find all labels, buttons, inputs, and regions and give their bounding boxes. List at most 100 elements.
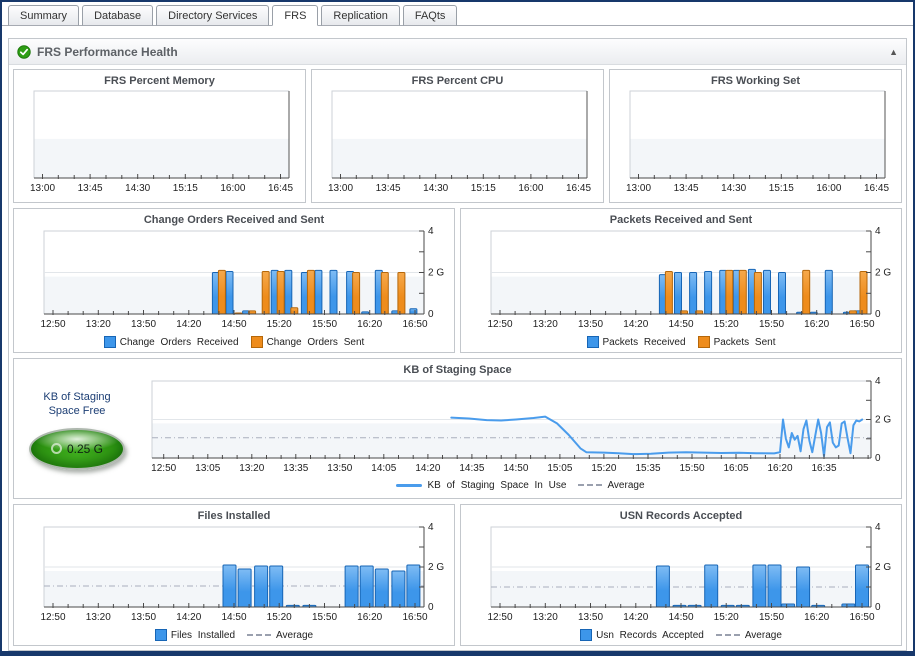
- svg-text:15:05: 15:05: [547, 463, 572, 474]
- svg-text:14:50: 14:50: [668, 612, 693, 623]
- files-installed-chart: 12:50 13:20 13:50 14:20 14:50 15:20 15:50 16:20…: [14, 522, 454, 626]
- svg-text:16:20: 16:20: [357, 319, 382, 330]
- svg-text:16:45: 16:45: [566, 183, 591, 194]
- gauge-value: 0.25 G: [66, 441, 104, 456]
- svg-text:4: 4: [875, 227, 881, 237]
- tab-bar: Summary Database Directory Services FRS …: [2, 2, 913, 26]
- svg-text:13:50: 13:50: [131, 612, 156, 623]
- legend-swatch: [580, 629, 593, 641]
- svg-text:2 G: 2 G: [428, 268, 444, 279]
- chart-legend: Files Installed Average: [14, 626, 454, 644]
- status-ok-icon: [17, 44, 31, 59]
- section-title: FRS Performance Health: [37, 44, 178, 59]
- chart-title: Change Orders Received and Sent: [143, 214, 325, 226]
- legend-swatch: [578, 484, 603, 486]
- section-header: FRS Performance Health ▲: [9, 39, 906, 65]
- gauge-indicator-dot: [50, 443, 62, 455]
- gauge-label-line2: Space Free: [48, 405, 106, 418]
- gauge-label: KB of Staging Space Free: [43, 390, 110, 419]
- svg-text:12:50: 12:50: [487, 612, 512, 623]
- kb-staging-body: KB of Staging Space Free 0.25 G 12:50 13:…: [14, 376, 901, 493]
- frs-performance-health-section: FRS Performance Health ▲ FRS Percent Mem…: [8, 38, 907, 651]
- chart-panel-frs-percent-memory: FRS Percent Memory 13:00 13:45 14:30 15:15 1…: [13, 69, 306, 203]
- staging-space-gauge: KB of Staging Space Free 0.25 G: [14, 377, 140, 493]
- svg-text:15:15: 15:15: [173, 183, 198, 194]
- tab-database[interactable]: Database: [82, 5, 154, 26]
- legend-item: Average: [715, 629, 782, 641]
- packets-chart: 12:50 13:20 13:50 14:20 14:50 15:20 15:50 16:20…: [461, 226, 901, 333]
- chart-panel-frs-working-set: FRS Working Set 13:00 13:45 14:30 15:15 16:0…: [609, 69, 902, 203]
- tab-replication[interactable]: Replication: [321, 5, 400, 26]
- legend-swatch: [715, 634, 740, 636]
- svg-text:15:20: 15:20: [714, 319, 739, 330]
- legend-swatch: [586, 336, 599, 348]
- svg-text:15:20: 15:20: [591, 463, 616, 474]
- svg-text:2 G: 2 G: [875, 562, 891, 573]
- svg-text:4: 4: [875, 523, 881, 533]
- gauge-label-line1: KB of Staging: [43, 391, 111, 403]
- svg-text:16:20: 16:20: [357, 612, 382, 623]
- chart-row-4: Files Installed 12:50 13:20 13:50 14:20 14:5…: [13, 504, 902, 646]
- legend-item: Packets Received: [586, 336, 686, 348]
- svg-text:0: 0: [428, 602, 434, 613]
- chart-title: Files Installed: [197, 510, 271, 522]
- svg-text:15:35: 15:35: [635, 463, 660, 474]
- svg-text:0: 0: [428, 309, 434, 320]
- chart-legend: Usn Records Accepted Average: [461, 626, 901, 644]
- chart-panel-change-orders: Change Orders Received and Sent 12:50 13:…: [13, 208, 455, 353]
- svg-text:13:20: 13:20: [533, 612, 558, 623]
- tab-faqts[interactable]: FAQts: [402, 5, 458, 26]
- tab-summary[interactable]: Summary: [8, 5, 80, 26]
- svg-text:14:20: 14:20: [176, 612, 201, 623]
- svg-text:14:50: 14:50: [221, 612, 246, 623]
- legend-label: Average: [744, 629, 782, 641]
- svg-text:15:50: 15:50: [312, 319, 337, 330]
- svg-text:12:50: 12:50: [487, 319, 512, 330]
- tab-directory-services[interactable]: Directory Services: [156, 5, 270, 26]
- collapse-arrow-icon[interactable]: ▲: [889, 46, 898, 57]
- svg-text:14:50: 14:50: [221, 319, 246, 330]
- chart-legend: Change Orders Received Change Orders Sent: [14, 333, 454, 351]
- svg-text:15:15: 15:15: [471, 183, 496, 194]
- kb-staging-chart-column: 12:50 13:05 13:20 13:35 13:50 14:05 14:20 14:35…: [140, 376, 901, 493]
- legend-swatch: [396, 483, 423, 487]
- legend-label: Packets Received: [602, 336, 686, 348]
- tab-content-gap: [2, 26, 913, 38]
- legend-item: Average: [578, 479, 645, 491]
- svg-text:0: 0: [875, 453, 881, 464]
- svg-text:13:20: 13:20: [86, 319, 111, 330]
- legend-item: Change Orders Sent: [250, 336, 365, 348]
- frs-working-set-chart: 13:00 13:45 14:30 15:15 16:00 16:45: [610, 88, 901, 200]
- chart-legend: Packets Received Packets Sent: [461, 333, 901, 351]
- legend-swatch: [250, 336, 263, 348]
- legend-label: Change Orders Sent: [266, 336, 365, 348]
- usn-records-chart: 12:50 13:20 13:50 14:20 14:50 15:20 15:50 16:20…: [461, 522, 901, 626]
- svg-text:16:20: 16:20: [804, 319, 829, 330]
- svg-text:13:05: 13:05: [195, 463, 220, 474]
- frs-percent-cpu-chart: 13:00 13:45 14:30 15:15 16:00 16:45: [312, 88, 603, 200]
- svg-text:16:05: 16:05: [723, 463, 748, 474]
- chart-title: FRS Working Set: [710, 75, 801, 87]
- svg-text:13:20: 13:20: [239, 463, 264, 474]
- svg-text:14:20: 14:20: [415, 463, 440, 474]
- svg-text:13:00: 13:00: [626, 183, 651, 194]
- legend-label: Average: [607, 479, 645, 491]
- svg-text:13:45: 13:45: [78, 183, 103, 194]
- legend-swatch: [247, 634, 272, 636]
- svg-text:13:00: 13:00: [30, 183, 55, 194]
- legend-label: Usn Records Accepted: [596, 629, 704, 641]
- svg-text:16:50: 16:50: [402, 612, 427, 623]
- svg-text:13:50: 13:50: [131, 319, 156, 330]
- svg-text:13:20: 13:20: [533, 319, 558, 330]
- svg-text:15:50: 15:50: [759, 319, 784, 330]
- tab-frs[interactable]: FRS: [272, 5, 319, 26]
- legend-item: KB of Staging Space In Use: [396, 480, 566, 491]
- svg-text:13:45: 13:45: [376, 183, 401, 194]
- kb-staging-chart: 12:50 13:05 13:20 13:35 13:50 14:05 14:20 14:35…: [140, 376, 901, 477]
- chart-title: USN Records Accepted: [619, 510, 743, 522]
- chart-panel-usn-records: USN Records Accepted 12:50 13:20 13:50 14:2…: [460, 504, 902, 646]
- legend-label: Packets Sent: [713, 336, 776, 348]
- svg-text:2 G: 2 G: [428, 562, 444, 573]
- legend-swatch: [154, 629, 167, 641]
